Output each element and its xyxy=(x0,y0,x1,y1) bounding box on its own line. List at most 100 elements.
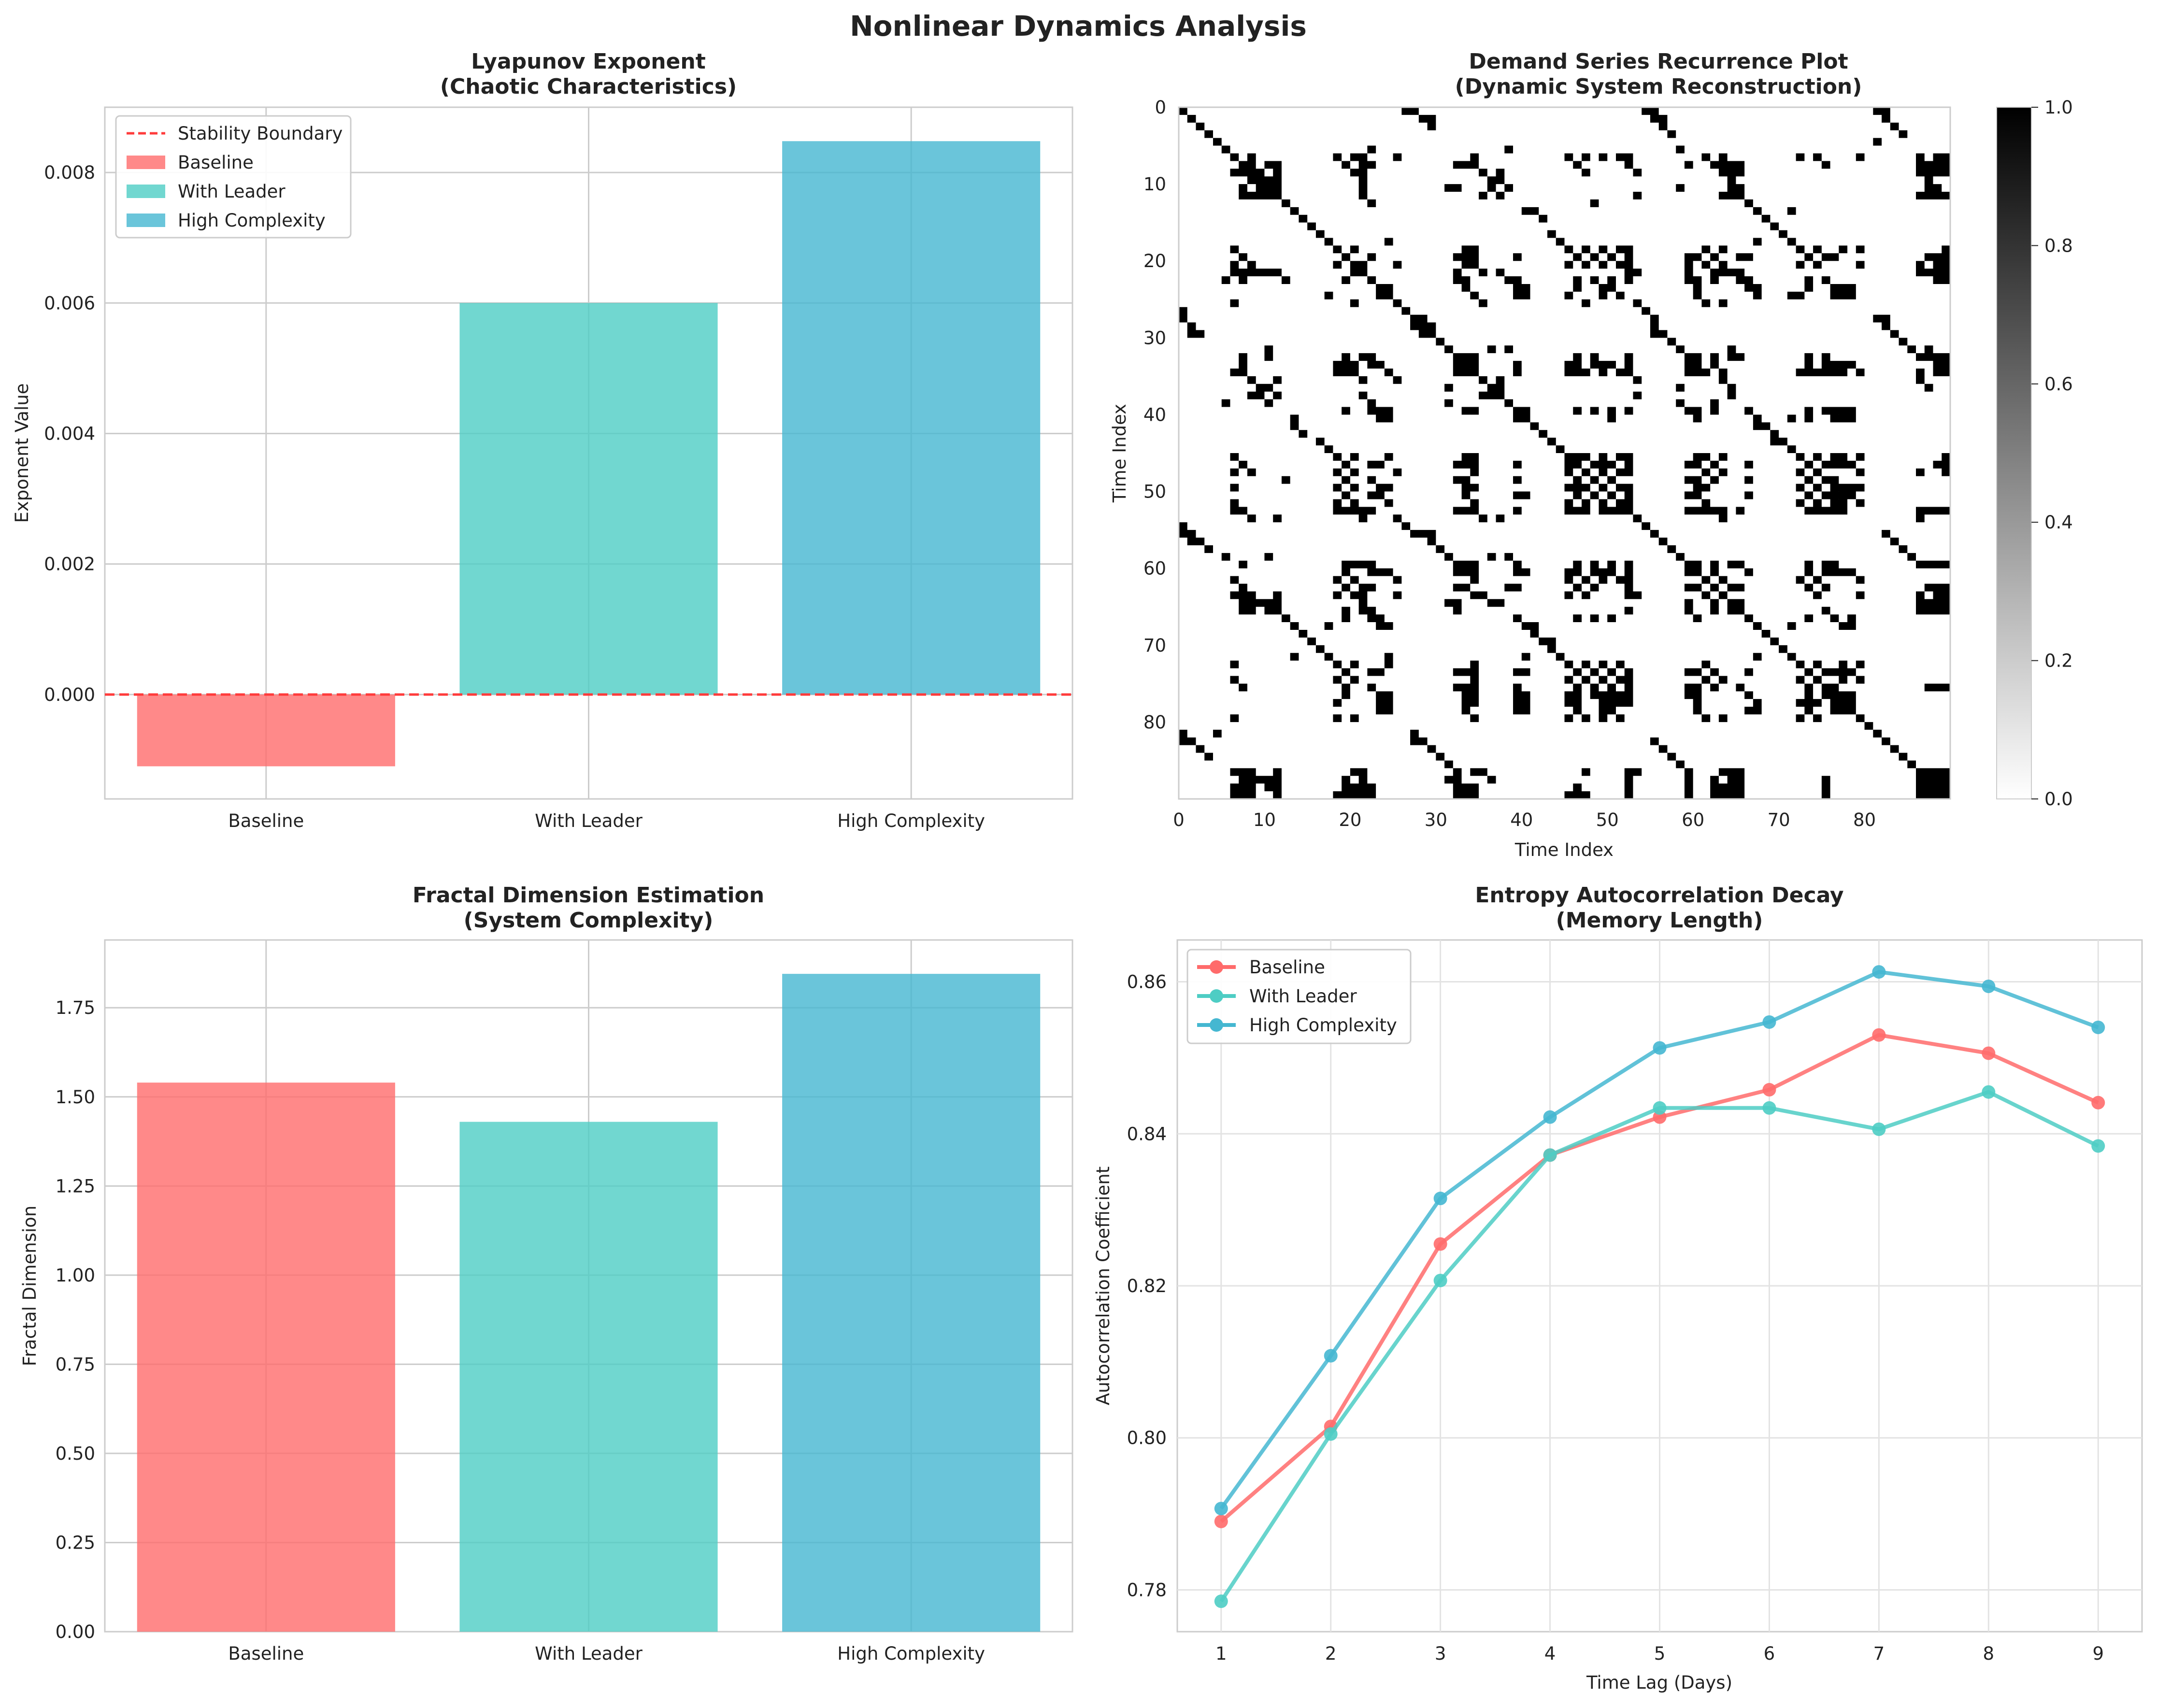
fractal-title-line2: (System Complexity) xyxy=(464,908,714,933)
colorbar-tick-label: 0.4 xyxy=(2044,512,2073,533)
data-point-high-complexity xyxy=(1762,1015,1776,1029)
x-tick-label: Baseline xyxy=(228,1643,304,1664)
data-point-baseline xyxy=(1982,1046,1996,1060)
x-tick-label: 8 xyxy=(1983,1643,1995,1664)
data-point-high-complexity xyxy=(1433,1192,1447,1206)
y-tick-label: 10 xyxy=(1143,174,1166,195)
data-point-baseline xyxy=(1872,1028,1886,1042)
entropy-panel: Entropy Autocorrelation Decay (Memory Le… xyxy=(1093,883,2143,1693)
y-tick-label: 0.78 xyxy=(1127,1580,1167,1600)
recurrence-cells xyxy=(1179,107,1950,799)
x-tick-label: With Leader xyxy=(535,1643,643,1664)
x-tick-label: 1 xyxy=(1215,1643,1227,1664)
fractal-ylabel: Fractal Dimension xyxy=(19,1206,40,1366)
entropy-title-line1: Entropy Autocorrelation Decay xyxy=(1475,883,1843,908)
y-tick-label: 0.002 xyxy=(44,554,95,575)
data-point-high-complexity xyxy=(1872,965,1886,979)
recurrence-plot-frame xyxy=(1178,106,1951,800)
x-tick-label: 2 xyxy=(1325,1643,1337,1664)
legend-label: High Complexity xyxy=(178,210,326,231)
data-point-with-leader xyxy=(2091,1139,2105,1153)
data-point-baseline xyxy=(1433,1237,1447,1251)
data-point-with-leader xyxy=(1214,1594,1228,1608)
y-tick-label: 40 xyxy=(1143,404,1166,425)
y-tick-label: 0.80 xyxy=(1127,1428,1167,1449)
legend-label: Stability Boundary xyxy=(178,123,343,144)
x-tick-label: 7 xyxy=(1873,1643,1885,1664)
legend-swatch xyxy=(127,185,165,198)
data-point-with-leader xyxy=(1543,1148,1557,1162)
x-tick-label: 40 xyxy=(1510,810,1533,830)
colorbar-tick-label: 0.2 xyxy=(2044,651,2073,671)
bar-baseline xyxy=(137,1082,395,1632)
y-tick-label: 0.84 xyxy=(1127,1124,1167,1144)
data-point-with-leader xyxy=(1324,1427,1338,1441)
bar-high-complexity xyxy=(782,974,1041,1632)
x-tick-label: 20 xyxy=(1339,810,1361,830)
x-tick-label: 9 xyxy=(2092,1643,2104,1664)
data-point-high-complexity xyxy=(2091,1020,2105,1034)
legend-swatch-marker xyxy=(1210,960,1223,974)
fractal-panel: Fractal Dimension Estimation (System Com… xyxy=(19,883,1073,1664)
data-point-high-complexity xyxy=(1324,1349,1338,1363)
colorbar-tick-label: 0.6 xyxy=(2044,374,2073,395)
x-tick-label: 30 xyxy=(1425,810,1447,830)
lyapunov-title-line1: Lyapunov Exponent xyxy=(471,49,705,74)
legend-label: Baseline xyxy=(178,152,254,173)
legend-label: With Leader xyxy=(178,181,286,202)
y-tick-label: 0.008 xyxy=(44,162,95,183)
data-point-with-leader xyxy=(1653,1101,1667,1115)
y-tick-label: 80 xyxy=(1143,712,1166,733)
bar-with-leader xyxy=(459,303,718,695)
data-point-with-leader xyxy=(1433,1273,1447,1287)
colorbar-tick-label: 1.0 xyxy=(2044,97,2073,118)
legend-label: Baseline xyxy=(1249,957,1325,978)
fractal-title-line1: Fractal Dimension Estimation xyxy=(413,883,764,908)
y-tick-label: 0.75 xyxy=(56,1354,95,1375)
legend-swatch xyxy=(127,156,165,169)
bar-high-complexity xyxy=(782,141,1041,695)
y-tick-label: 0.86 xyxy=(1127,972,1167,993)
x-tick-label: 6 xyxy=(1764,1643,1775,1664)
y-tick-label: 0.50 xyxy=(56,1443,95,1464)
data-point-with-leader xyxy=(1762,1101,1776,1115)
x-tick-label: 5 xyxy=(1654,1643,1666,1664)
data-point-baseline xyxy=(1214,1514,1228,1528)
x-tick-label: 0 xyxy=(1173,810,1185,830)
y-tick-label: 30 xyxy=(1143,327,1166,348)
y-tick-label: 1.25 xyxy=(56,1176,95,1196)
lyapunov-panel: Lyapunov Exponent (Chaotic Characteristi… xyxy=(12,49,1073,831)
x-tick-label: 70 xyxy=(1768,810,1790,830)
data-point-baseline xyxy=(1762,1083,1776,1097)
y-tick-label: 20 xyxy=(1143,251,1166,271)
data-point-with-leader xyxy=(1982,1085,1996,1099)
entropy-ylabel: Autocorrelation Coefficient xyxy=(1093,1167,1114,1406)
x-tick-label: With Leader xyxy=(535,811,643,831)
y-tick-label: 70 xyxy=(1143,635,1166,656)
entropy-title-line2: (Memory Length) xyxy=(1556,908,1763,933)
x-tick-label: High Complexity xyxy=(837,811,985,831)
x-tick-label: 10 xyxy=(1253,810,1276,830)
x-tick-label: Baseline xyxy=(228,811,304,831)
y-tick-label: 60 xyxy=(1143,558,1166,579)
y-tick-label: 0.25 xyxy=(56,1532,95,1553)
recurrence-xlabel: Time Index xyxy=(1514,840,1614,860)
recurrence-ylabel: Time Index xyxy=(1109,404,1130,503)
y-tick-label: 0.004 xyxy=(44,423,95,444)
y-tick-label: 0.00 xyxy=(56,1622,95,1642)
recurrence-panel: Demand Series Recurrence Plot (Dynamic S… xyxy=(1109,49,2073,860)
y-tick-label: 50 xyxy=(1143,482,1166,502)
legend-swatch-marker xyxy=(1210,989,1223,1003)
colorbar-tick-label: 0.0 xyxy=(2044,789,2073,810)
x-tick-label: 50 xyxy=(1596,810,1619,830)
y-tick-label: 1.50 xyxy=(56,1087,95,1108)
colorbar xyxy=(1996,107,2032,799)
x-tick-label: 80 xyxy=(1853,810,1876,830)
entropy-legend xyxy=(1186,949,1412,1044)
bar-with-leader xyxy=(459,1122,718,1632)
y-tick-label: 0.006 xyxy=(44,293,95,313)
y-tick-label: 0.000 xyxy=(44,684,95,705)
legend-swatch-marker xyxy=(1210,1018,1223,1032)
recurrence-heatmap xyxy=(1179,107,1950,799)
